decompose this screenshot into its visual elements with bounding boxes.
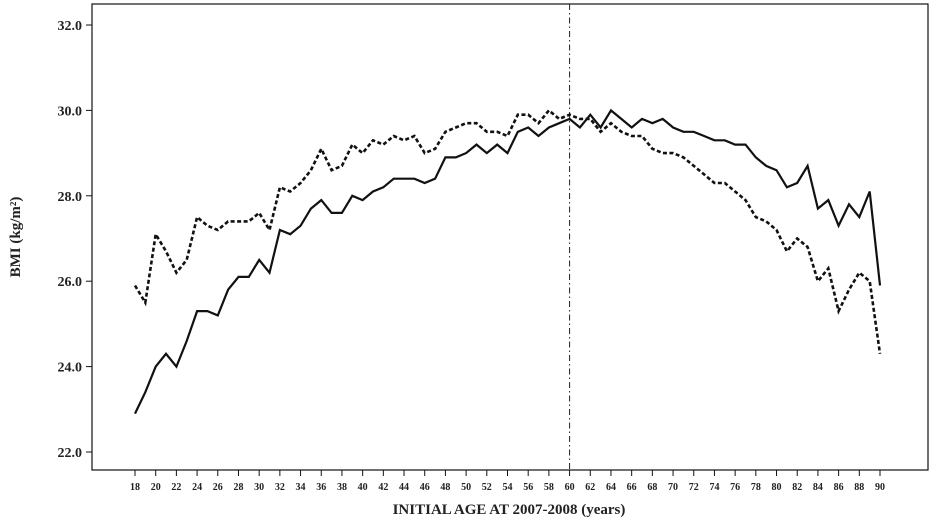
x-axis-title: INITIAL AGE AT 2007-2008 (years) (393, 502, 626, 518)
x-tick-label: 38 (337, 482, 347, 493)
series-line-dashed (133, 108, 882, 354)
plot-border (91, 3, 929, 471)
x-tick-label: 44 (399, 482, 409, 493)
x-tick-label: 80 (772, 482, 782, 493)
y-axis-ticks: 22.0 24.0 26.0 28.0 30.0 32.0 (58, 19, 92, 461)
x-tick-label: 60 (565, 482, 575, 493)
x-tick-label: 32 (275, 482, 285, 493)
x-axis-ticks: 18 20 22 24 26 28 30 32 34 36 38 40 42 44 46 48 50 52 54 56… (130, 470, 885, 493)
x-tick-label: 52 (482, 482, 492, 493)
x-tick-label: 58 (544, 482, 554, 493)
x-tick-label: 88 (854, 482, 864, 493)
x-tick-label: 68 (647, 482, 657, 493)
x-tick-label: 74 (709, 482, 719, 493)
x-tick-label: 26 (213, 482, 223, 493)
x-tick-label: 24 (192, 482, 202, 493)
plot-frame (91, 3, 929, 471)
x-tick-label: 40 (358, 482, 368, 493)
x-tick-label: 28 (233, 482, 243, 493)
x-tick-label: 78 (751, 482, 761, 493)
x-tick-label: 62 (585, 482, 595, 493)
y-tick-label: 32.0 (58, 19, 83, 34)
x-tick-label: 84 (813, 482, 823, 493)
series-layer (133, 108, 882, 415)
y-tick-label: 28.0 (58, 190, 83, 205)
x-tick-label: 30 (254, 482, 264, 493)
x-tick-label: 48 (440, 482, 450, 493)
x-tick-label: 72 (689, 482, 699, 493)
x-tick-label: 34 (296, 482, 306, 493)
x-tick-label: 82 (792, 482, 802, 493)
x-tick-label: 36 (316, 482, 326, 493)
x-tick-label: 86 (834, 482, 844, 493)
x-tick-label: 18 (130, 482, 140, 493)
x-tick-label: 46 (420, 482, 430, 493)
x-tick-label: 70 (668, 482, 678, 493)
x-tick-label: 66 (627, 482, 637, 493)
x-tick-label: 50 (461, 482, 471, 493)
x-tick-label: 20 (151, 482, 161, 493)
series-line-solid (134, 108, 882, 415)
x-tick-label: 64 (606, 482, 616, 493)
x-tick-label: 42 (378, 482, 388, 493)
x-tick-label: 76 (730, 482, 740, 493)
y-tick-label: 22.0 (58, 446, 83, 461)
y-tick-label: 30.0 (58, 104, 83, 119)
x-tick-label: 22 (171, 482, 181, 493)
x-tick-label: 56 (523, 482, 533, 493)
y-tick-label: 24.0 (58, 361, 83, 376)
x-tick-label: 90 (875, 482, 885, 493)
y-tick-label: 26.0 (58, 275, 83, 290)
y-axis-title: BMI (kg/m²) (8, 197, 24, 278)
x-tick-label: 54 (503, 482, 513, 493)
